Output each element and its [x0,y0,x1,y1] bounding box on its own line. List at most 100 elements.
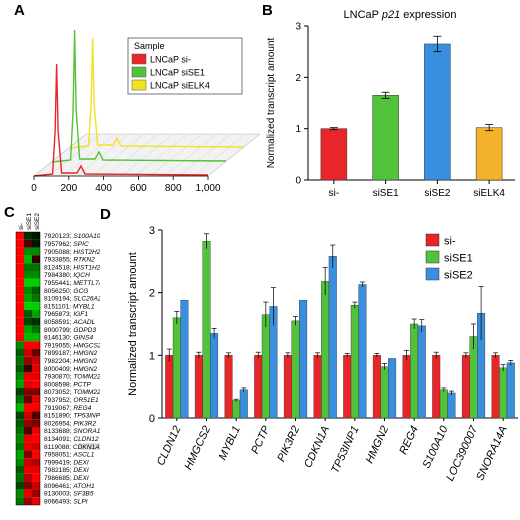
heatmap-column-header: si- [18,223,25,230]
heatmap-cell [24,388,32,396]
heatmap-cell [32,419,40,427]
heatmap-cell [16,403,24,412]
heatmap-row-label: 8124518; HIST1H2AJ [44,264,100,271]
heatmap-row-label: 7955441; METTL7A [44,280,100,287]
heatmap-column-header: siSE2 [34,213,41,230]
histogram-floor-gridline [48,133,101,177]
legend-label-2: LNCaP siELK4 [150,81,210,91]
heatmap-cell [32,364,40,373]
heatmap-row-gene: DEXI [73,467,89,474]
heatmap-cell [32,372,40,381]
heatmap-row-id: 8058591; [44,319,73,326]
heatmap-row-label: 7937952; OR51E1 [44,397,99,404]
heatmap-cell [16,434,24,443]
chart-b-ylabel: Normalized transcript amount [266,37,277,168]
histogram-floor-gridline [77,133,130,177]
heatmap-cell [32,450,40,459]
heatmap-cell [32,356,40,365]
heatmap-row-label: 8109194; SLC26A2 [44,296,100,303]
chart-d-bar [380,366,389,419]
heatmap-row-label: 7982204; HMGN2 [44,358,97,365]
heatmap-row-gene: SLC26A2 [73,296,100,303]
chart-d-bar [388,358,397,419]
heatmap-cell [16,302,24,310]
heatmap-cell [32,232,40,240]
heatmap-row-id: 7986685; [44,475,73,482]
heatmap-row-id: 7899187; [44,350,73,357]
heatmap-border [15,231,41,506]
chart-d-bar [180,299,189,419]
heatmap-row-gene: REG4 [73,405,91,412]
heatmap-cell [32,403,40,412]
heatmap-cell [24,263,32,271]
histogram-x-tick-label: 1,000 [195,183,220,194]
heatmap-row-label: 7982185; DEXI [44,467,89,474]
chart-d-x-tick-label: CDKN1A [302,424,332,470]
heatmap-row-label: 8151890; TP53INP1 [44,413,100,420]
chart-d-bar [358,284,367,419]
heatmap-cell [32,317,40,326]
histogram-floor-gridline [120,133,174,177]
heatmap-cell [32,497,40,505]
chart-b-y-tick-label: 0 [295,176,301,187]
heatmap-row-id: 7957962; [44,241,73,248]
heatmap-cell [16,419,24,427]
chart-d-bar [194,355,203,419]
heatmap-row-gene: DEXI [73,459,89,466]
heatmap-row-label: 8134091; CLDN12 [44,436,99,443]
heatmap-cell [24,333,32,342]
chart-d-bar [328,256,337,419]
heatmap-row-label: 7920123; S100A10 [44,233,100,240]
histogram-floor-gridline [164,133,217,177]
heatmap-row-gene: HMGN2 [73,358,97,365]
heatmap-cell [32,271,40,279]
chart-d-legend-label: siSE2 [444,270,473,282]
heatmap-cell [16,317,24,326]
heatmap-row-label: 7986685; DEXI [44,475,89,482]
heatmap-row-label: 8130003; SF3B5 [44,491,94,498]
heatmap-cell [16,247,24,256]
heatmap-cell [24,466,32,474]
heatmap-row-id: 7937952; [44,397,73,404]
legend-swatch-2 [131,79,147,91]
chart-d-x-tick-label: PCTP [249,424,273,456]
chart-d-bar [491,355,500,419]
histogram-x-axis: 0 200 400 600 800 1,000 [31,175,221,194]
heatmap-cell [32,380,40,388]
heatmap-row-gene: SF3B5 [73,491,93,498]
chart-d-y-tick-label: 0 [149,413,155,425]
heatmap-row-gene: PCTP [73,381,91,388]
heatmap-row-label: 7957962; SPIC [44,241,89,248]
chart-d-bar [232,400,241,419]
heatmap-row-id: 7984380; [44,272,73,279]
heatmap-cell [16,255,24,264]
heatmap-row-label: 7984380; IQCH [44,272,90,279]
heatmap-cell [32,341,40,349]
heatmap-row-label: 7919067; REG4 [44,405,92,412]
chart-d-bar [410,323,419,419]
heatmap-cell [32,466,40,474]
heatmap-cell [32,333,40,342]
heatmap-cell [24,325,32,334]
heatmap-row-gene: CDKN1A [73,444,100,451]
heatmap-cell [24,434,32,443]
panel-d-letter: D [100,206,111,223]
heatmap-cell [24,294,32,303]
heatmap-cell [24,232,32,240]
heatmap-cell [24,247,32,256]
chart-d-bar [432,355,441,419]
heatmap-cell [16,341,24,349]
heatmap-cell [32,489,40,498]
chart-d-bar [172,317,181,419]
heatmap-cell [24,395,32,404]
heatmap-cell [16,442,24,451]
chart-b-bars [320,35,503,181]
chart-d-bar [239,389,248,419]
heatmap-cell [16,427,24,435]
heatmap-cell [32,255,40,264]
heatmap-row-id: 8133688; [44,428,73,435]
heatmap-row-label: 8056250; GCG [44,288,88,295]
heatmap-row-gene: HMGN2 [73,350,97,357]
heatmap-row-gene: SLPI [73,498,87,505]
